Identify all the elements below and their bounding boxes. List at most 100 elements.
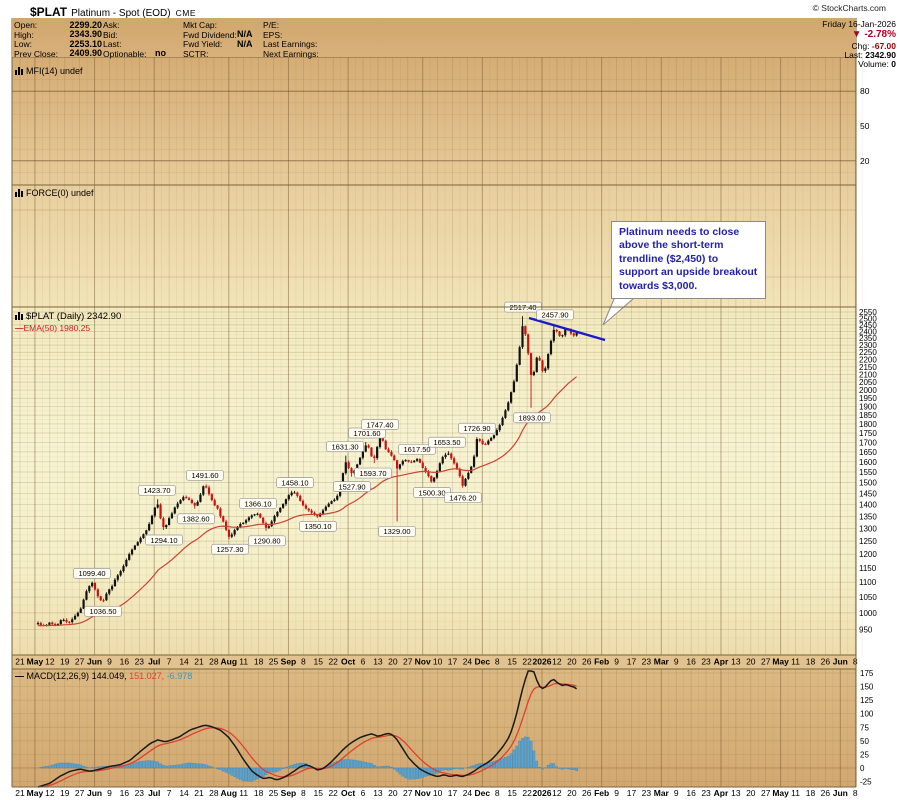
candle-body xyxy=(544,368,547,371)
price-label-text: 1423.70 xyxy=(143,486,170,495)
candle-body xyxy=(122,566,125,572)
candle-body xyxy=(384,440,387,450)
price-axis-label: 2150 xyxy=(859,363,877,372)
x-tick-label: 26 xyxy=(582,657,592,667)
price-label-text: 1593.70 xyxy=(359,469,386,478)
candle-body xyxy=(284,499,288,504)
macd-histogram-bar xyxy=(224,767,228,773)
candle-body xyxy=(424,467,427,472)
macd-histogram-bar xyxy=(199,763,202,769)
candle-body xyxy=(79,608,82,613)
candle-body xyxy=(367,445,370,448)
x-tick-label: 12 xyxy=(45,788,55,798)
candle-body xyxy=(321,510,325,514)
candle-body xyxy=(239,523,242,527)
price-label-box xyxy=(458,422,496,434)
macd-histogram-bar xyxy=(290,765,293,769)
macd-line-swatch: — xyxy=(15,671,27,681)
price-label-text: 1257.30 xyxy=(216,545,243,554)
macd-histogram-bar xyxy=(444,767,447,771)
candle-body xyxy=(518,347,521,365)
x-tick-label: 11 xyxy=(239,657,248,667)
macd-histogram-bar xyxy=(216,767,219,770)
indicator-icon xyxy=(15,67,23,75)
candle-body xyxy=(156,504,159,508)
candle-body xyxy=(475,439,478,457)
price-label-box xyxy=(428,436,466,448)
candle-body xyxy=(222,516,225,522)
candle-body xyxy=(253,514,256,516)
macd-histogram-bar xyxy=(296,763,299,769)
macd-histogram-bar xyxy=(259,767,262,779)
macd-histogram-bar xyxy=(410,767,413,780)
candle-body xyxy=(350,468,353,474)
macd-histogram-bar xyxy=(293,764,296,769)
x-tick-label: Feb xyxy=(594,657,609,667)
candle-body xyxy=(310,510,313,513)
x-tick-label: 11 xyxy=(791,788,800,798)
candle-body xyxy=(259,513,262,518)
candle-body xyxy=(193,503,196,506)
quote-field-label: Mkt Cap: xyxy=(183,20,218,30)
candle-body xyxy=(179,500,182,504)
x-tick-label: 14 xyxy=(179,657,189,667)
force-legend: FORCE(0) undef xyxy=(15,188,94,198)
candle-body xyxy=(116,575,119,580)
macd-histogram-bar xyxy=(193,763,197,769)
price-label-text: 1099.40 xyxy=(78,569,105,578)
candle-body xyxy=(282,503,285,508)
price-label-text: 1701.60 xyxy=(353,429,380,438)
x-tick-label: 20 xyxy=(388,788,398,798)
macd-histogram-bar xyxy=(207,765,211,769)
macd-histogram-bar xyxy=(65,762,68,769)
candle-body xyxy=(495,430,498,436)
price-axis-label: 2250 xyxy=(859,348,877,357)
candle-body xyxy=(358,457,362,465)
x-tick-label: 20 xyxy=(388,657,398,667)
candle-body xyxy=(205,486,208,488)
symbol-label: $PLAT xyxy=(30,5,68,19)
price-axis-label: 1300 xyxy=(859,525,877,534)
macd-histogram-bar xyxy=(244,767,248,782)
x-tick-label: 18 xyxy=(806,657,816,667)
price-label-box xyxy=(145,534,183,546)
candle-body xyxy=(142,534,145,539)
x-tick-label: 23 xyxy=(701,788,711,798)
x-tick-label: 22 xyxy=(522,788,532,798)
macd-histogram-bar xyxy=(461,767,464,770)
candle-body xyxy=(276,511,279,517)
indicator-icon xyxy=(15,312,23,320)
candle-body xyxy=(407,460,410,462)
candle-body xyxy=(145,530,148,535)
price-label-text: 1491.60 xyxy=(191,471,218,480)
x-tick-label: 12 xyxy=(45,657,55,667)
candle-body xyxy=(65,619,68,622)
macd-histogram-bar xyxy=(162,765,165,769)
candle-body xyxy=(487,440,490,445)
candle-body xyxy=(472,456,476,467)
macd-histogram-bar xyxy=(227,767,231,774)
macd-axis-label: 0 xyxy=(860,764,865,773)
x-tick-label: Jun xyxy=(87,657,102,667)
candle-body xyxy=(236,526,239,531)
x-tick-label: 8 xyxy=(853,788,858,798)
macd-histogram-bar xyxy=(367,762,370,769)
price-label-box xyxy=(84,605,122,617)
price-axis-label: 2100 xyxy=(859,370,877,379)
candle-body xyxy=(128,554,131,560)
x-tick-label: Nov xyxy=(415,788,431,798)
price-axis-label: 1500 xyxy=(859,479,877,488)
price-axis-label: 1350 xyxy=(859,512,877,521)
candle-body xyxy=(133,545,136,550)
x-tick-label: 21 xyxy=(194,657,204,667)
price-axis-label: 1250 xyxy=(859,537,877,546)
candle-body xyxy=(293,492,296,494)
candle-body xyxy=(572,333,575,336)
macd-histogram-bar xyxy=(85,766,88,769)
candle-body xyxy=(54,624,57,626)
macd-histogram-bar xyxy=(236,767,239,779)
candle-body xyxy=(85,591,88,600)
x-tick-label: 10 xyxy=(433,788,443,798)
macd-histogram-bar xyxy=(509,753,513,769)
macd-histogram-bar xyxy=(230,767,234,776)
